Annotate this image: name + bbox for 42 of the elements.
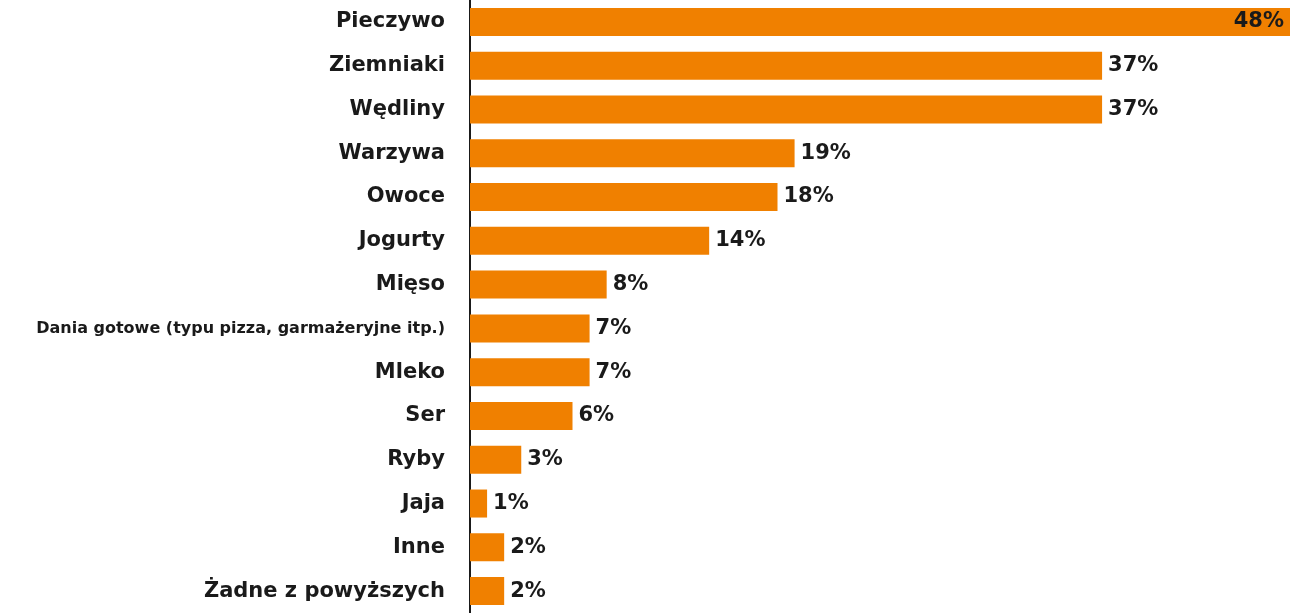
data-label: 18% — [783, 183, 834, 208]
y-tick-label: Warzywa — [338, 139, 445, 164]
data-label: 8% — [612, 271, 649, 296]
y-tick-label: Ziemniaki — [328, 52, 445, 77]
data-label: 19% — [800, 139, 851, 164]
bar — [470, 270, 607, 299]
y-tick-label: Mleko — [374, 358, 445, 383]
data-label: 2% — [510, 533, 546, 558]
y-tick-label: Ser — [405, 402, 446, 427]
y-tick-label: Jogurty — [356, 227, 446, 252]
bar — [470, 183, 778, 212]
y-tick-label: Dania gotowe (typu pizza, garmażeryjne itp.) — [36, 317, 445, 337]
bar — [470, 445, 522, 474]
y-tick-label: Ryby — [387, 446, 446, 471]
y-tick-label: Mięso — [375, 271, 445, 296]
bar — [470, 401, 573, 430]
data-label: 14% — [715, 227, 766, 252]
y-tick-label: Owoce — [366, 183, 445, 208]
data-label: 37% — [1108, 52, 1159, 77]
y-tick-label: Wędliny — [349, 95, 446, 120]
bar — [470, 358, 590, 387]
data-label: 7% — [595, 358, 632, 383]
y-tick-label: Pieczywo — [335, 8, 445, 33]
data-label: 6% — [578, 402, 615, 427]
data-label: 2% — [510, 577, 546, 602]
bar — [470, 7, 1290, 36]
data-label: 37% — [1108, 95, 1159, 120]
bar — [470, 226, 710, 255]
data-label: 1% — [493, 489, 529, 514]
bar — [470, 139, 795, 168]
bar — [470, 577, 505, 606]
data-label: 7% — [595, 314, 632, 339]
y-tick-label: Żadne z powyższych — [203, 576, 445, 602]
bar — [470, 95, 1103, 124]
bar — [470, 314, 590, 343]
y-tick-label: Inne — [393, 533, 445, 558]
bar — [470, 489, 488, 518]
y-tick-label: Jaja — [399, 489, 445, 514]
bar — [470, 51, 1103, 80]
data-label: 3% — [527, 446, 563, 471]
data-label: 48% — [1233, 8, 1284, 33]
bar — [470, 533, 505, 562]
